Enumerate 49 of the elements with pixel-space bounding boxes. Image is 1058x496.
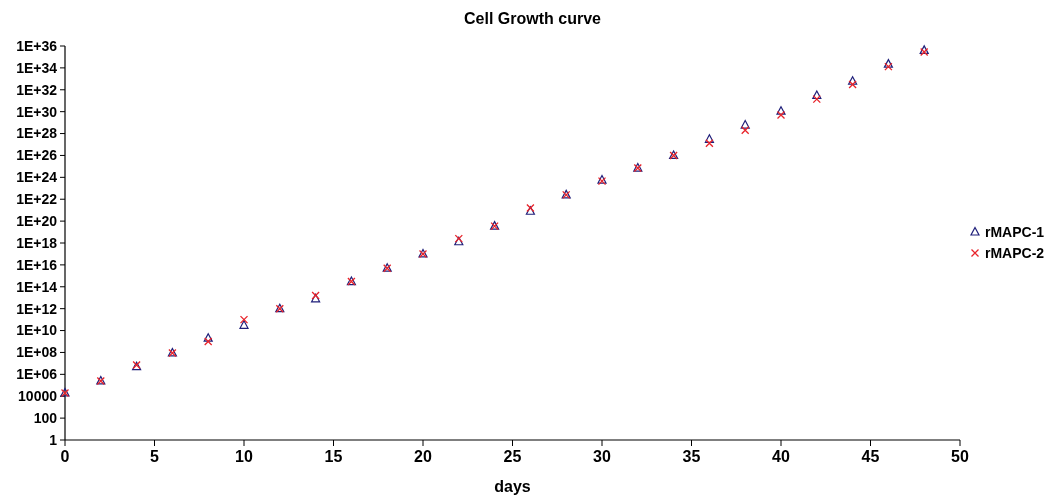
y-tick-label: 1E+34: [16, 59, 58, 76]
point: [848, 80, 857, 89]
y-tick-label: 1E+22: [16, 191, 58, 208]
x-tick-label: 0: [60, 448, 70, 465]
legend-label: rMAPC-2: [985, 244, 1045, 261]
point: [239, 320, 249, 329]
y-tick-label: 1: [49, 431, 58, 448]
x-tick-label: 10: [235, 448, 253, 465]
x-tick-label: 5: [150, 448, 160, 465]
x-tick-label: 20: [414, 448, 432, 465]
point: [203, 333, 213, 342]
y-tick-label: 1E+06: [16, 366, 58, 383]
y-tick-label: 1E+16: [16, 256, 58, 273]
y-tick-label: 1E+18: [16, 234, 58, 251]
point: [776, 110, 786, 120]
x-tick-label: 30: [593, 448, 611, 465]
x-tick-label: 40: [772, 448, 790, 465]
chart-title: Cell Growth curve: [464, 10, 602, 27]
point: [812, 94, 821, 104]
legend-label: rMAPC-1: [985, 223, 1045, 240]
y-tick-label: 1E+30: [16, 103, 58, 120]
y-tick-label: 1E+36: [16, 37, 58, 54]
x-tick-label: 15: [324, 448, 343, 465]
y-tick-label: 1E+24: [16, 169, 58, 186]
x-tick-label: 35: [682, 448, 701, 465]
point: [740, 119, 750, 129]
y-tick-label: 100: [33, 410, 58, 427]
point: [239, 315, 249, 324]
point: [776, 106, 786, 115]
y-tick-label: 10000: [18, 388, 58, 405]
point: [812, 90, 822, 100]
x-tick-label: 50: [951, 448, 969, 465]
y-tick-label: 1E+28: [16, 125, 58, 142]
point: [848, 76, 858, 85]
point: [704, 134, 714, 143]
y-tick-label: 1E+32: [16, 81, 58, 98]
point: [204, 337, 213, 346]
point: [741, 126, 750, 135]
y-tick-label: 1E+26: [16, 147, 58, 164]
x-tick-label: 45: [861, 448, 880, 465]
point: [884, 62, 893, 71]
point: [705, 139, 714, 148]
y-tick-label: 1E+10: [16, 322, 58, 339]
x-tick-label: 25: [503, 448, 522, 465]
y-tick-label: 1E+08: [16, 344, 58, 361]
y-tick-label: 1E+12: [16, 300, 58, 317]
y-tick-label: 1E+20: [16, 213, 58, 230]
x-axis-title: days: [494, 478, 531, 495]
y-tick-label: 1E+14: [16, 278, 58, 295]
